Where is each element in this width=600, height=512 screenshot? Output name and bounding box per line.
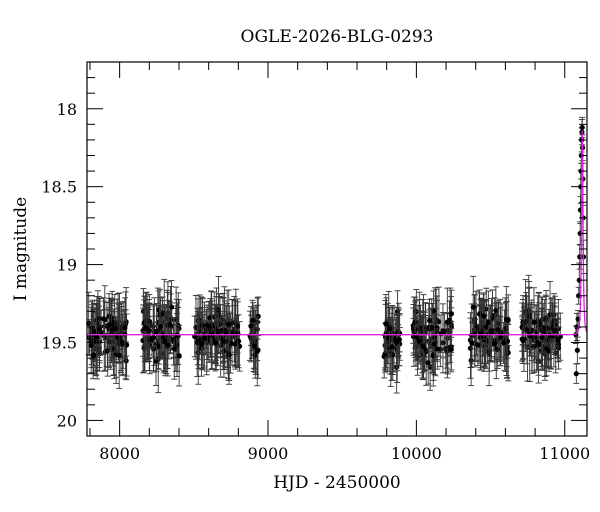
x-tick-label: 9000 [248,444,289,463]
data-point [420,314,427,379]
data-point [483,300,490,355]
data-point [554,321,561,359]
y-tick-labels: 18 18.5 19 19.5 20 [41,100,77,431]
data-point [470,275,477,339]
x-axis-label: HJD - 2450000 [273,473,401,493]
model-curve [87,131,588,336]
data-point [439,303,446,359]
data-point [121,297,128,358]
data-point [250,302,257,339]
data-point [194,307,201,377]
data-point [503,286,510,354]
data-point [234,298,241,354]
data-point [254,316,261,387]
data-point [176,324,183,387]
data-points [85,116,587,394]
data-point [388,312,395,381]
data-point [474,324,481,366]
x-tick-label: 10000 [391,444,442,463]
data-point [212,322,219,363]
y-tick-label: 18.5 [41,178,77,197]
y-tick-label: 19 [57,256,77,275]
data-point [426,298,433,343]
data-point [157,297,164,356]
y-tick-label: 19.5 [41,334,77,353]
data-point [247,306,254,346]
data-point [204,306,211,344]
data-point [551,306,558,355]
data-point [448,289,455,338]
data-point [100,297,107,341]
data-point [530,287,537,358]
data-point [431,313,438,375]
data-point [231,320,238,368]
data-point [251,323,258,370]
data-point [434,328,441,370]
data-point [90,337,97,374]
data-point [382,294,389,354]
data-point [488,304,495,357]
y-tick-label: 18 [57,100,77,119]
data-point [166,300,173,349]
data-point [416,317,423,365]
data-point [386,306,393,352]
data-point [494,308,501,352]
data-point [123,341,130,381]
data-point [111,311,118,347]
data-point [520,307,527,372]
data-point [214,309,221,354]
data-point [153,302,160,360]
data-point [435,286,442,357]
data-point [208,291,215,363]
data-point [425,303,432,352]
data-point [491,324,498,363]
x-tick-label: 11000 [539,444,590,463]
data-point [548,298,555,359]
data-point [523,295,530,365]
data-point [396,312,403,367]
data-point [543,321,550,377]
data-point [555,327,562,363]
x-tick-label: 8000 [99,444,140,463]
data-point [225,289,232,359]
data-point [467,317,474,379]
data-point [535,327,542,364]
data-point [93,308,100,367]
data-point [96,305,103,353]
data-point [500,322,507,364]
data-point [538,307,545,368]
axes [86,61,588,437]
data-point [141,299,148,347]
data-point [573,363,580,384]
data-point [534,313,541,371]
data-point [164,313,171,377]
x-tick-labels: 8000 9000 10000 11000 [99,444,590,463]
data-point [116,321,123,389]
data-point [497,306,504,367]
data-point [144,295,151,363]
data-point [106,298,113,352]
y-axis-label: I magnitude [11,197,31,301]
data-point [171,318,178,380]
chart-title: OGLE-2026-BLG-0293 [241,27,434,47]
y-tick-label: 20 [57,411,77,430]
data-point [574,336,581,365]
data-point [485,290,492,355]
data-point [444,287,451,357]
data-point [411,296,418,349]
